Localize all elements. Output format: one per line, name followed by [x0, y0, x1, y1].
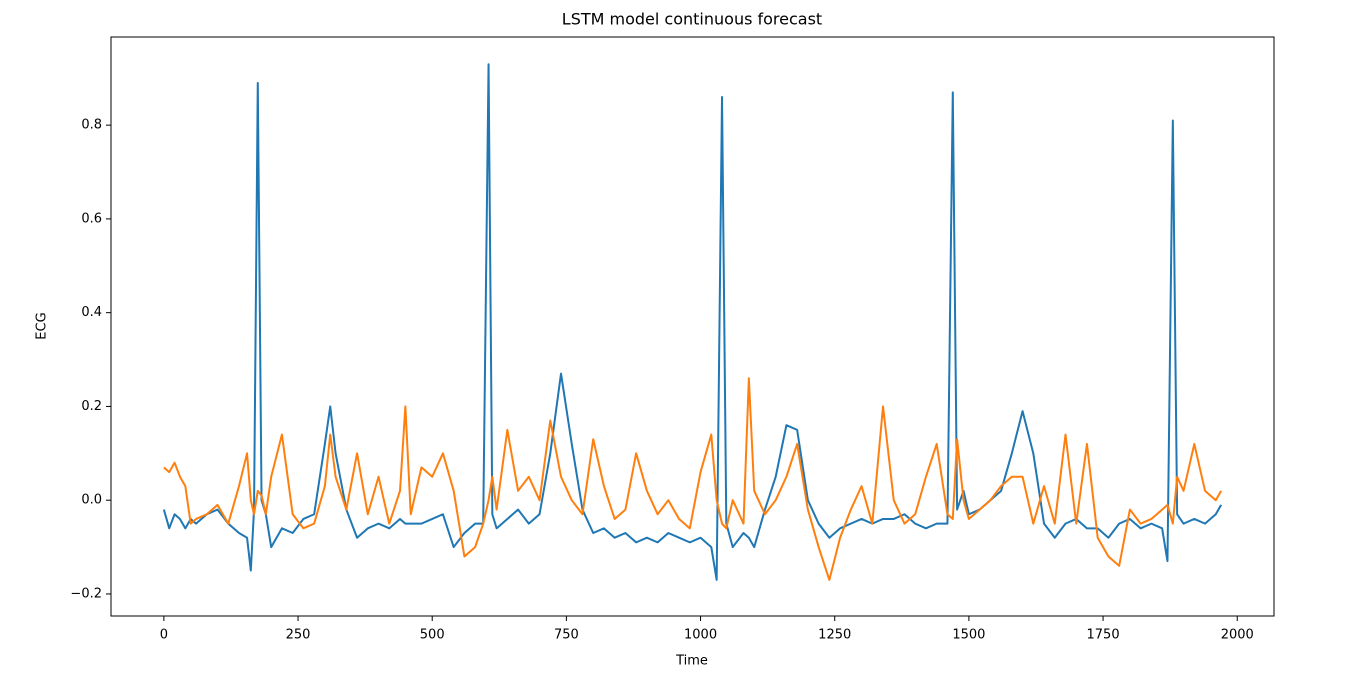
x-tick-label: 750: [554, 628, 579, 643]
x-tick-label: 2000: [1221, 628, 1254, 643]
x-tick-label: 250: [286, 628, 311, 643]
y-tick-label: 0.4: [81, 305, 102, 320]
x-tick-label: 1750: [1087, 628, 1120, 643]
y-tick-label: −0.2: [70, 586, 102, 601]
x-tick-label: 500: [420, 628, 445, 643]
series-line: [163, 377, 1223, 581]
x-tick-label: 1000: [684, 628, 717, 643]
x-tick-label: 0: [160, 628, 168, 643]
y-tick-label: 0.6: [81, 211, 102, 226]
y-tick-label: 0.2: [81, 399, 102, 414]
y-tick-label: 0.0: [81, 493, 102, 508]
x-axis-label: Time: [675, 654, 708, 669]
x-tick-label: 1250: [818, 628, 851, 643]
y-axis-label: ECG: [35, 312, 50, 339]
x-tick-label: 1500: [952, 628, 985, 643]
series-line: [162, 63, 1223, 581]
chart-title: LSTM model continuous forecast: [562, 10, 822, 29]
y-tick-label: 0.8: [81, 118, 102, 133]
plot-frame: [110, 36, 1275, 617]
